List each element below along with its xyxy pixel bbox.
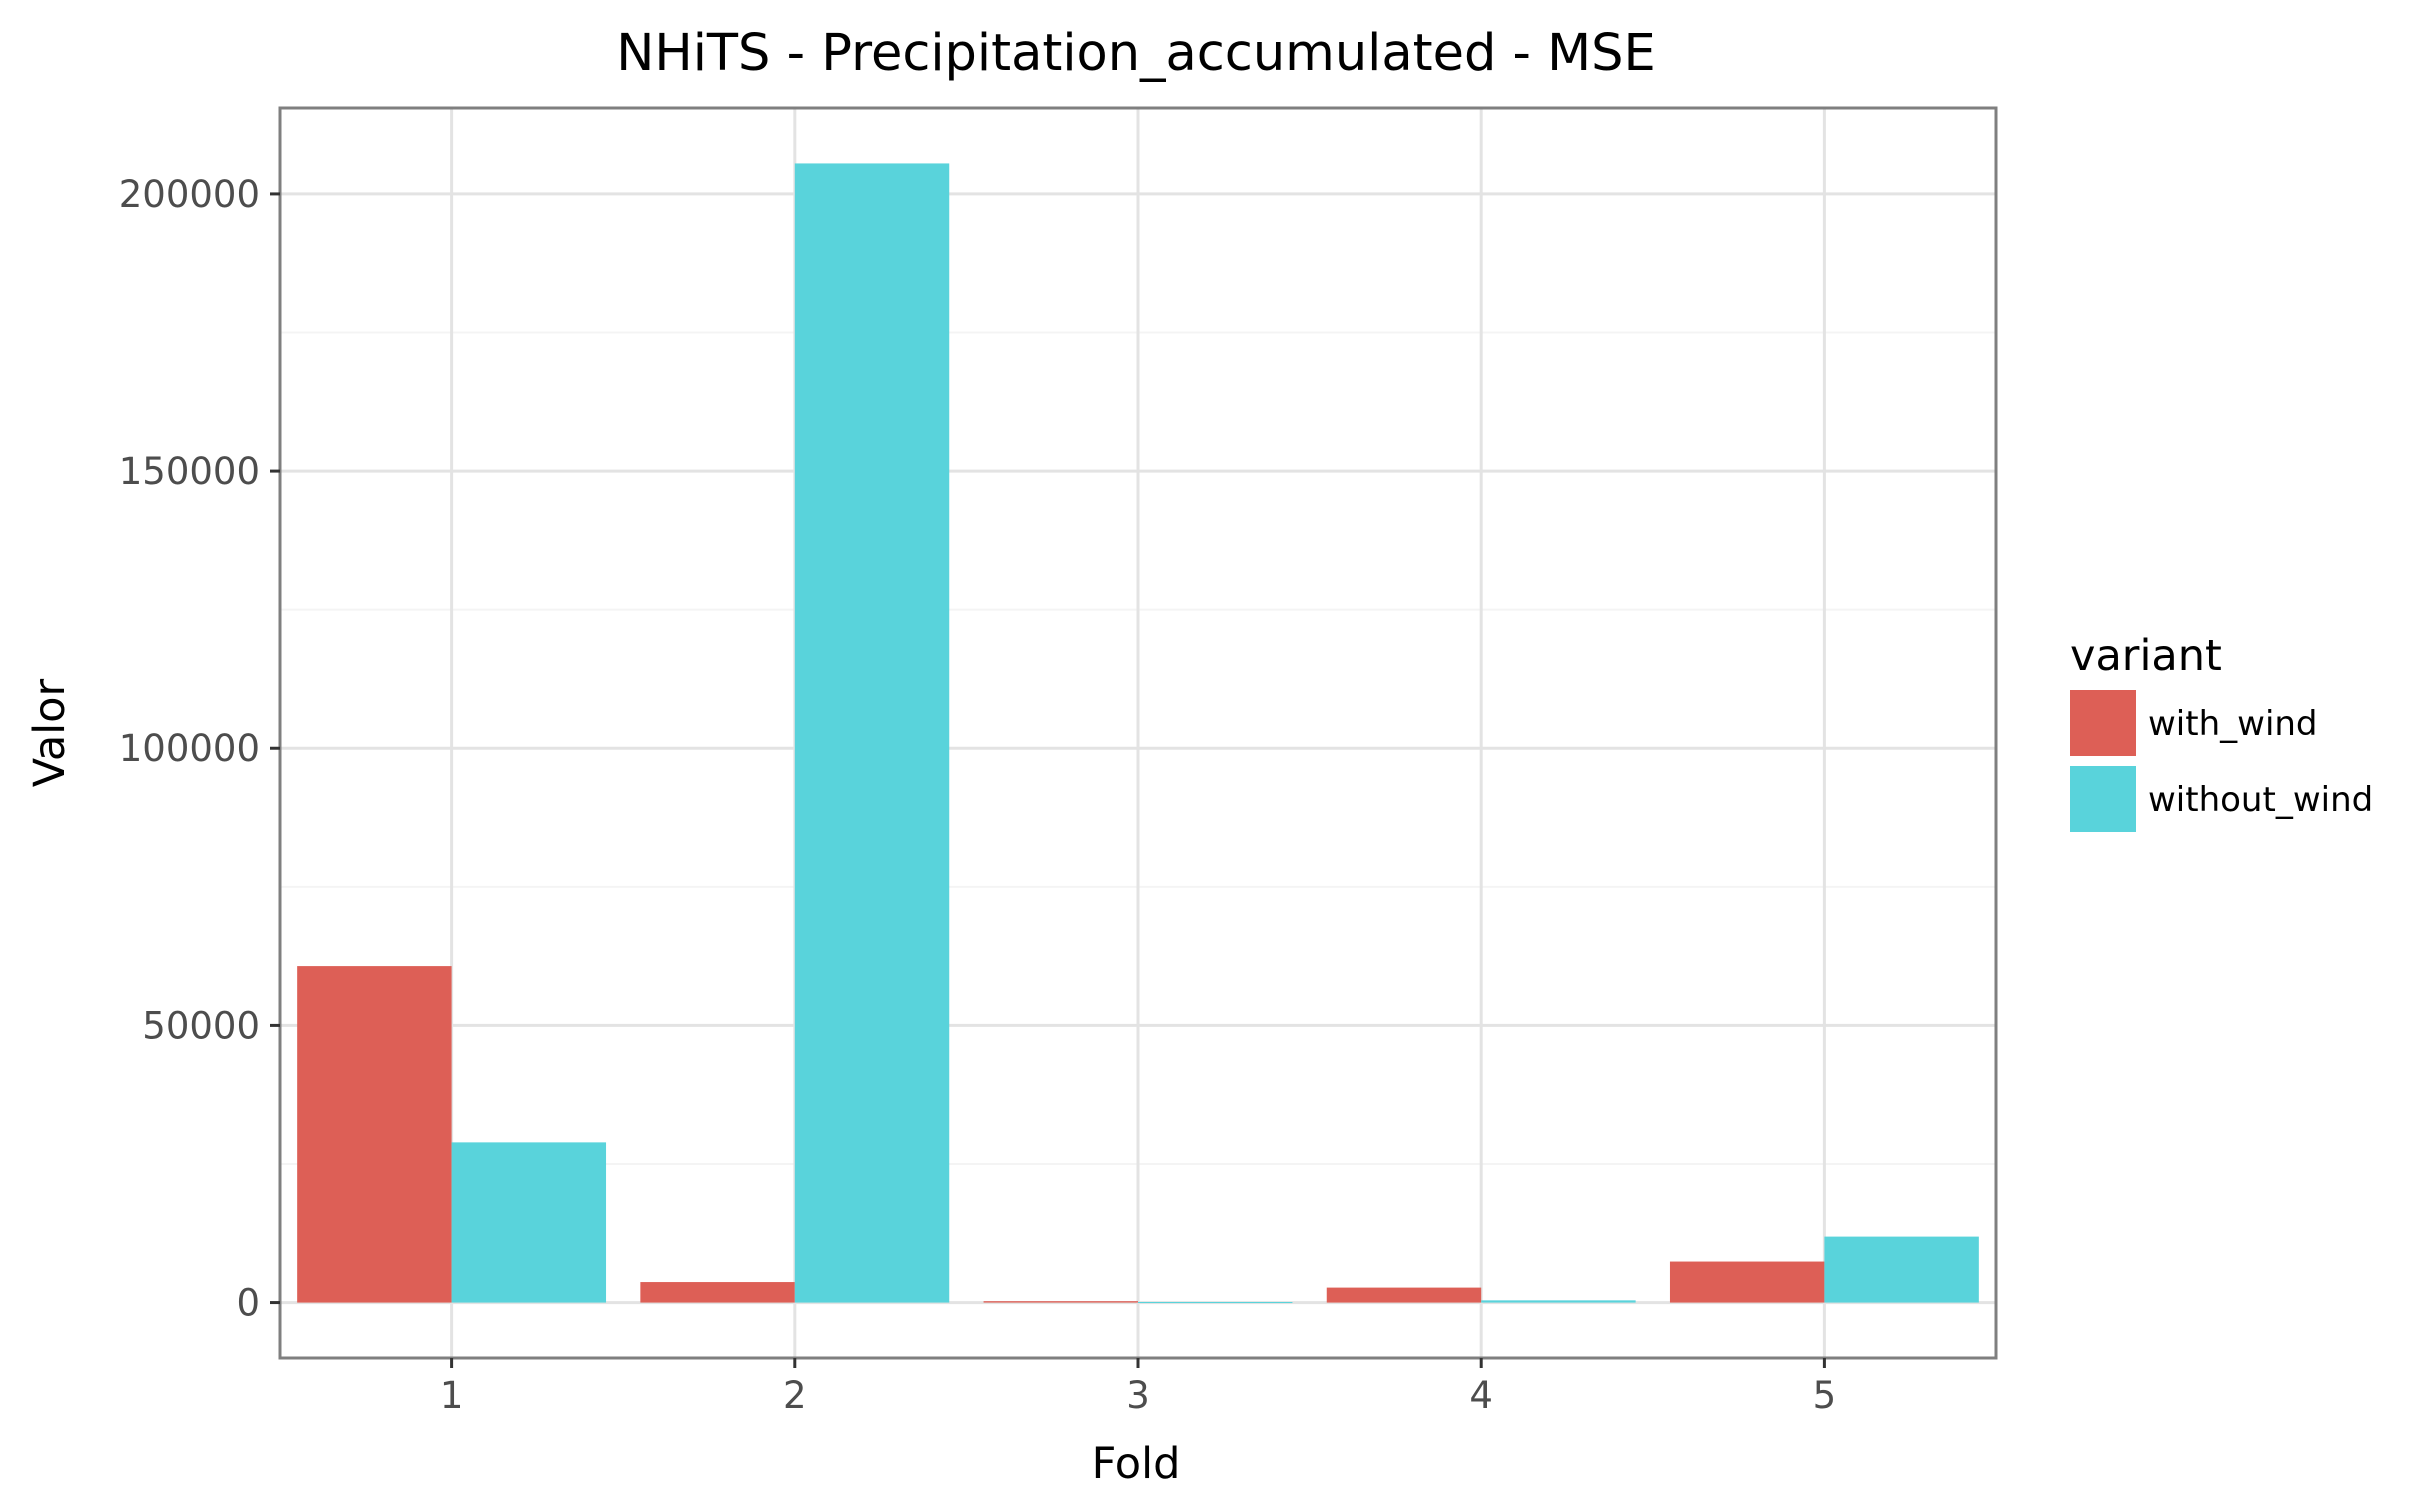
y-tick-label: 150000 [119, 450, 260, 493]
bar-without_wind-fold-5 [1824, 1236, 1979, 1303]
x-tick-label: 1 [440, 1374, 464, 1417]
x-tick-label: 2 [783, 1374, 807, 1417]
y-tick-label: 0 [236, 1282, 260, 1325]
x-tick-label: 3 [1126, 1374, 1150, 1417]
bar-with_wind-fold-5 [1669, 1261, 1825, 1303]
bar-with_wind-fold-3 [983, 1301, 1138, 1303]
legend-label-with_wind: with_wind [2148, 704, 2318, 744]
y-axis-title: Valor [25, 679, 75, 788]
legend-title: variant [2070, 631, 2222, 681]
x-axis: 1 2 3 4 5 [440, 1358, 1836, 1417]
bars [297, 163, 1979, 1304]
bar-with_wind-fold-4 [1326, 1287, 1482, 1303]
bar-without_wind-fold-1 [451, 1142, 607, 1303]
legend-label-without_wind: without_wind [2148, 780, 2373, 820]
bar-with_wind-fold-2 [640, 1282, 795, 1303]
bar-without_wind-fold-2 [794, 163, 950, 1303]
x-tick-label: 4 [1469, 1374, 1493, 1417]
legend-key-without_wind [2070, 766, 2136, 832]
x-axis-title: Fold [1092, 1439, 1181, 1489]
x-tick-label: 5 [1813, 1374, 1837, 1417]
y-tick-label: 50000 [142, 1004, 260, 1047]
y-axis: 0 50000 100000 150000 200000 [119, 173, 280, 1325]
legend-items: with_wind without_wind [2070, 690, 2373, 832]
bar-with_wind-fold-1 [297, 966, 452, 1303]
bar-without_wind-fold-4 [1481, 1300, 1636, 1303]
y-tick-label: 100000 [119, 727, 260, 770]
legend: variant with_wind without_wind [2070, 631, 2373, 832]
chart-title: NHiTS - Precipitation_accumulated - MSE [616, 24, 1656, 83]
legend-key-with_wind [2070, 690, 2136, 756]
bar-without_wind-fold-3 [1138, 1302, 1293, 1304]
y-tick-label: 200000 [119, 173, 260, 216]
